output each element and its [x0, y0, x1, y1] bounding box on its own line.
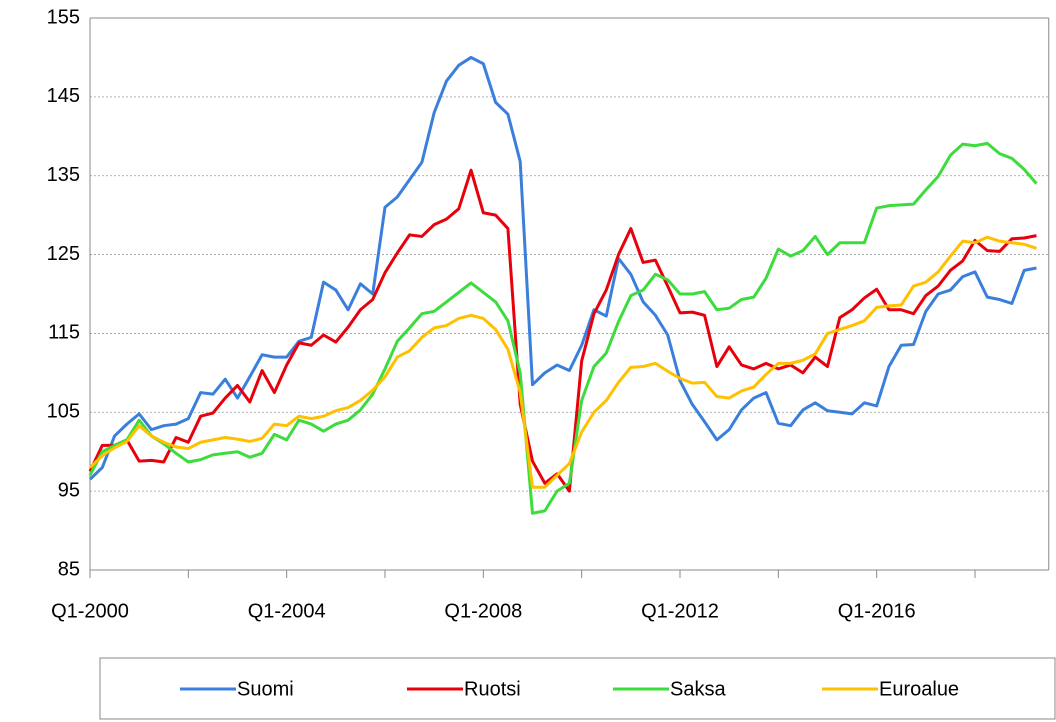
y-tick-label: 95 — [58, 479, 80, 501]
legend-box — [99, 657, 1056, 720]
series-line — [88, 168, 1037, 493]
y-tick-label: 145 — [47, 85, 80, 107]
legend-label: Ruotsi — [464, 678, 521, 700]
y-tick-label: 125 — [47, 243, 80, 265]
x-tick-label: Q1-2008 — [444, 600, 522, 622]
y-tick-label: 85 — [58, 558, 80, 580]
legend-label: Euroalue — [879, 678, 959, 700]
series-line — [88, 141, 1038, 515]
y-tick-label: 115 — [48, 322, 80, 344]
y-tick-label: 105 — [47, 401, 80, 423]
legend-label: Saksa — [670, 678, 726, 700]
legend-label: Suomi — [237, 678, 294, 700]
series-line — [88, 235, 1037, 489]
y-tick-label: 135 — [47, 164, 80, 186]
x-tick-label: Q1-2012 — [641, 600, 719, 622]
x-tick-label: Q1-2004 — [248, 600, 326, 622]
x-tick-label: Q1-2000 — [51, 600, 129, 622]
series-line — [88, 55, 1037, 481]
x-tick-label: Q1-2016 — [838, 600, 916, 622]
y-tick-label: 155 — [47, 6, 80, 28]
